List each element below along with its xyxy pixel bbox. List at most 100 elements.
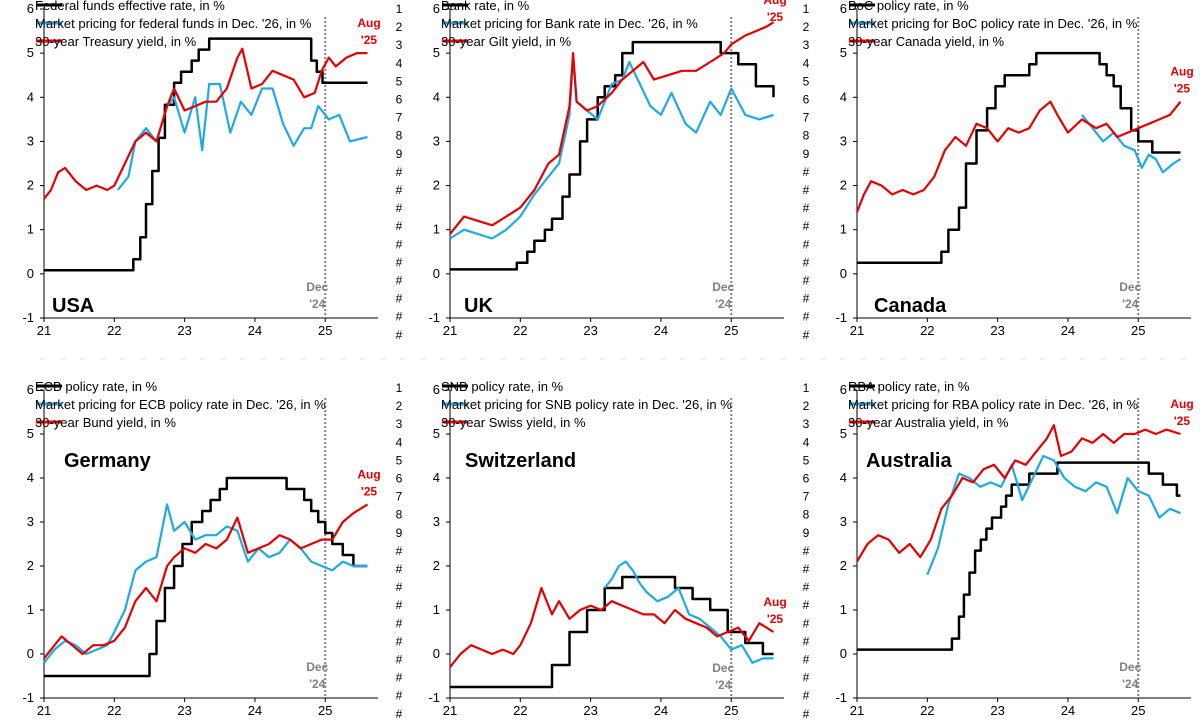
legend-label-policy: BoC policy rate, in % xyxy=(848,0,969,13)
gutter-label: # xyxy=(803,274,810,288)
y-tick-label: 6 xyxy=(433,1,440,16)
x-tick-label: 22 xyxy=(920,703,934,718)
y-tick-label: 4 xyxy=(433,470,440,485)
x-tick-label: 25 xyxy=(724,703,738,718)
x-tick-label: 21 xyxy=(850,323,864,338)
x-tick-label: 23 xyxy=(177,703,191,718)
gutter-label: 1 xyxy=(803,381,810,395)
y-tick-label: 1 xyxy=(840,222,847,237)
y-tick-label: 3 xyxy=(27,133,34,148)
gutter-label: # xyxy=(396,328,403,342)
dec-24-label-year: '24 xyxy=(1122,677,1139,691)
gutter-label: 2 xyxy=(396,20,403,34)
gutter-label: # xyxy=(803,237,810,251)
series-line-market xyxy=(449,56,774,240)
y-tick-label: 3 xyxy=(840,133,847,148)
gutter-label: 7 xyxy=(803,111,810,125)
gutter-label: # xyxy=(803,580,810,594)
y-tick-label: 6 xyxy=(27,1,34,16)
y-tick-label: 0 xyxy=(840,266,847,281)
series-line-policy xyxy=(44,37,368,272)
latest-label: Aug xyxy=(357,16,380,30)
gutter-label: 4 xyxy=(803,56,810,70)
chart-title: Australia xyxy=(866,450,952,472)
gutter-label: 9 xyxy=(803,526,810,540)
latest-label-year: '25 xyxy=(1174,414,1191,428)
y-tick-label: 5 xyxy=(433,45,440,60)
x-tick-label: 25 xyxy=(318,323,332,338)
y-tick-label: 3 xyxy=(433,514,440,529)
y-tick-label: 0 xyxy=(433,646,440,661)
gutter-label: # xyxy=(803,598,810,612)
gutter-label: 5 xyxy=(803,453,810,467)
y-tick-label: 4 xyxy=(433,89,440,104)
x-tick-label: 22 xyxy=(107,703,121,718)
gutter-label: 3 xyxy=(396,417,403,431)
dec-24-label: Dec xyxy=(1119,660,1141,674)
series-line-market xyxy=(1081,114,1182,174)
gutter-label: # xyxy=(396,237,403,251)
chart-title: UK xyxy=(464,295,493,317)
legend-label-bond: 30-year Treasury yield, in % xyxy=(35,34,197,49)
x-tick-label: 22 xyxy=(107,323,121,338)
y-tick-label: 5 xyxy=(27,45,34,60)
legend-label-bond: 30-year Australia yield, in % xyxy=(848,415,1009,430)
x-tick-label: 24 xyxy=(654,703,668,718)
series-line-policy xyxy=(450,40,775,271)
gutter-label: # xyxy=(803,219,810,233)
gutter-label: 3 xyxy=(803,38,810,52)
series-line-bond xyxy=(43,47,368,200)
chart-title: Germany xyxy=(64,450,152,472)
y-tick-label: 1 xyxy=(27,222,34,237)
legend-label-market: Market pricing for Bank rate in Dec. '26… xyxy=(441,16,698,31)
x-tick-label: 21 xyxy=(37,703,51,718)
latest-label-year: '25 xyxy=(767,612,784,626)
gutter-label: # xyxy=(396,219,403,233)
y-tick-label: 5 xyxy=(840,45,847,60)
gutter-label: 7 xyxy=(396,111,403,125)
gutter-label: 3 xyxy=(803,417,810,431)
legend-label-bond: 30-year Bund yield, in % xyxy=(35,415,176,430)
gutter-label: # xyxy=(803,544,810,558)
y-tick-label: 6 xyxy=(840,1,847,16)
gutter-label: 5 xyxy=(396,453,403,467)
gutter-label: 2 xyxy=(803,20,810,34)
gutter-label: 5 xyxy=(803,74,810,88)
y-tick-label: 1 xyxy=(27,602,34,617)
gutter-label: # xyxy=(803,292,810,306)
gutter-label: 4 xyxy=(396,435,403,449)
latest-label-year: '25 xyxy=(361,484,378,498)
legend-label-market: Market pricing for RBA policy rate in De… xyxy=(848,397,1138,412)
latest-label: Aug xyxy=(1170,65,1193,79)
series-line-policy xyxy=(44,476,368,678)
y-tick-label: 5 xyxy=(27,426,34,441)
y-tick-label: -1 xyxy=(835,310,847,325)
gutter-label: # xyxy=(803,201,810,215)
series-line-bond xyxy=(43,503,369,660)
dec-24-label: Dec xyxy=(306,660,328,674)
gutter-label: # xyxy=(803,707,810,721)
x-tick-label: 25 xyxy=(724,323,738,338)
dec-24-label-year: '24 xyxy=(309,677,326,691)
y-tick-label: 3 xyxy=(433,133,440,148)
gutter-label: # xyxy=(396,562,403,576)
gutter-label: 1 xyxy=(803,2,810,16)
dec-24-label: Dec xyxy=(712,280,734,294)
gutter-label: # xyxy=(396,598,403,612)
gutter-label: # xyxy=(396,310,403,324)
legend-label-bond: 30-year Gilt yield, in % xyxy=(441,34,571,49)
y-tick-label: -1 xyxy=(22,310,34,325)
gutter-label: 8 xyxy=(396,129,403,143)
series-line-bond xyxy=(855,100,1182,213)
latest-label: Aug xyxy=(763,0,786,7)
gutter-label: # xyxy=(803,310,810,324)
dec-24-label-year: '24 xyxy=(1122,297,1139,311)
y-tick-label: 2 xyxy=(840,178,847,193)
legend-label-policy: ECB policy rate, in % xyxy=(35,379,158,394)
chart-title: Canada xyxy=(874,295,947,317)
gutter-label: 1 xyxy=(396,2,403,16)
legend-label-market: Market pricing for ECB policy rate in De… xyxy=(35,397,326,412)
dec-24-label: Dec xyxy=(306,280,328,294)
